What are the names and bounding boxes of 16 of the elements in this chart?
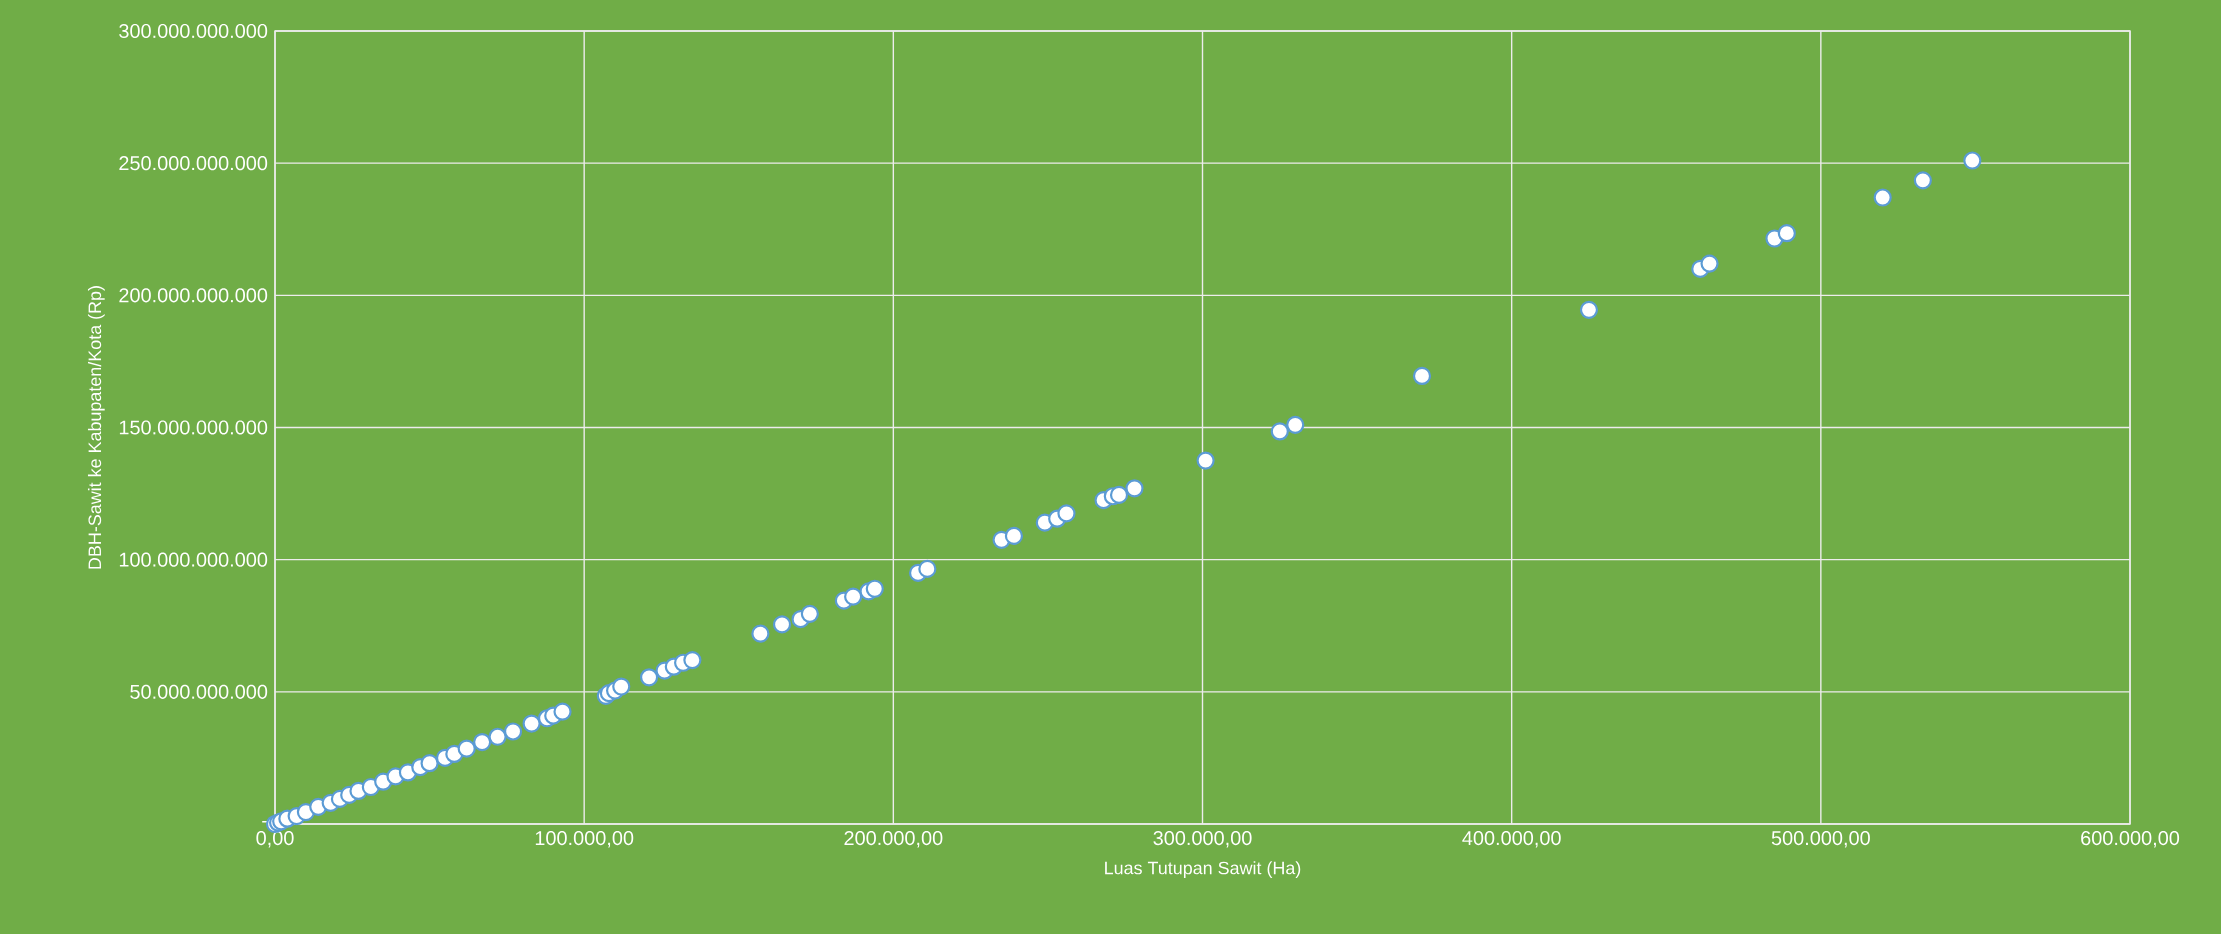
y-tick-label: 100.000.000.000 (119, 552, 268, 567)
x-tick-label: 600.000,00 (2081, 831, 2180, 848)
x-tick-label: 400.000,00 (1462, 831, 1561, 848)
y-tick-label: 300.000.000.000 (119, 23, 268, 39)
y-tick-label: 200.000.000.000 (119, 288, 268, 303)
y-axis-title: DBH-Sawit ke Kabupaten/Kota (Rp) (87, 286, 105, 569)
x-axis-title: Luas Tutupan Sawit (Ha) (1105, 861, 1301, 878)
x-tick-label: 300.000,00 (1153, 831, 1252, 848)
x-tick-label: 200.000,00 (844, 831, 943, 848)
y-tick-label: - (262, 820, 268, 823)
y-tick-label: 50.000.000.000 (130, 684, 268, 699)
x-tick-label: 100.000,00 (535, 831, 634, 848)
y-tick-label: 250.000.000.000 (119, 156, 268, 171)
y-tick-label: 150.000.000.000 (119, 420, 268, 435)
x-tick-label: 0,00 (256, 831, 294, 848)
x-tick-label: 500.000,00 (1771, 831, 1870, 848)
